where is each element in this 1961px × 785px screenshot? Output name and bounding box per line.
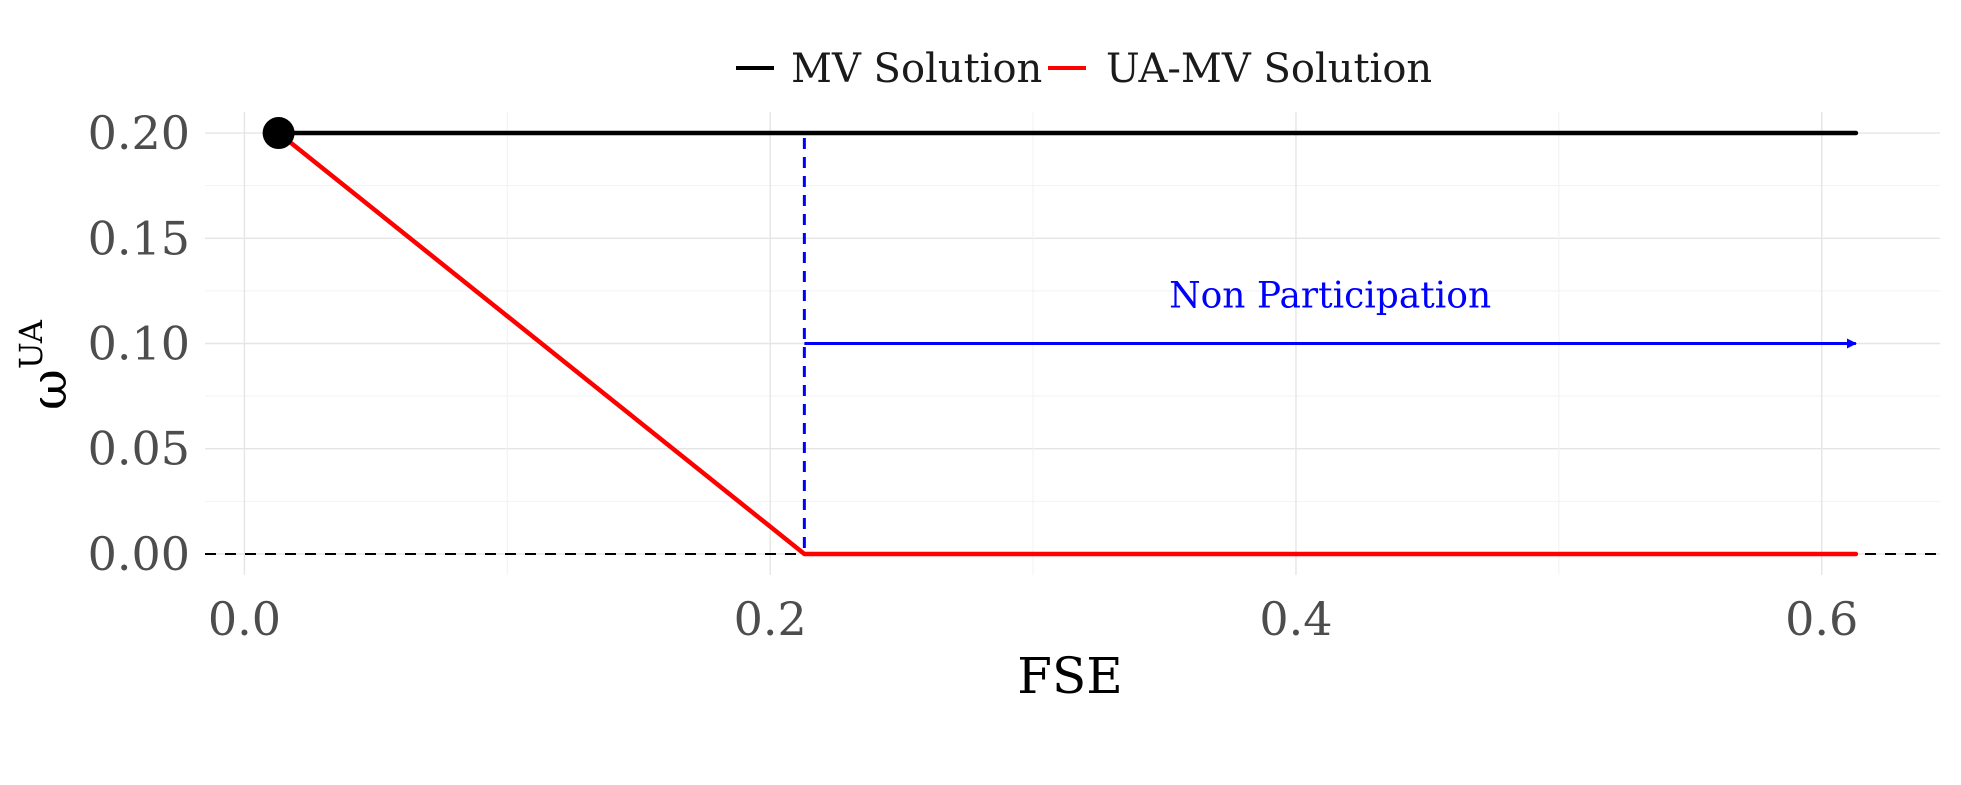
y-tick-label: 0.10 (88, 317, 190, 371)
series-lines (276, 130, 1859, 557)
annotations: Non Participation (804, 276, 1857, 349)
x-axis-title: FSE (1017, 647, 1122, 705)
x-tick-label: 0.2 (734, 592, 807, 646)
legend-label-ua-mv-solution: UA-MV Solution (1106, 46, 1432, 92)
non-participation-label: Non Participation (1169, 276, 1491, 317)
start-point (262, 117, 295, 150)
y-tick-label: 0.00 (88, 527, 190, 581)
svg-text:ωUA: ωUA (12, 319, 78, 410)
y-axis-title: ωUA (12, 319, 78, 410)
y-tick-label: 0.05 (88, 422, 190, 476)
x-tick-label: 0.0 (208, 592, 281, 646)
reference-lines (205, 138, 1940, 555)
x-tick-label: 0.4 (1259, 592, 1332, 646)
y-tick-label: 0.15 (88, 211, 190, 265)
y-axis-title-superscript: UA (12, 319, 50, 369)
legend: MV Solution UA-MV Solution (736, 46, 1432, 92)
y-tick-label: 0.20 (88, 106, 190, 160)
y-axis-title-symbol: ω (20, 369, 78, 410)
tick-labels: 0.00 0.05 0.10 0.15 0.20 0.0 0.2 0.4 0.6 (88, 106, 1859, 646)
x-tick-label: 0.6 (1785, 592, 1858, 646)
series-line-ua-mv-solution (276, 130, 1859, 557)
legend-label-mv-solution: MV Solution (791, 46, 1042, 92)
points (262, 117, 295, 150)
